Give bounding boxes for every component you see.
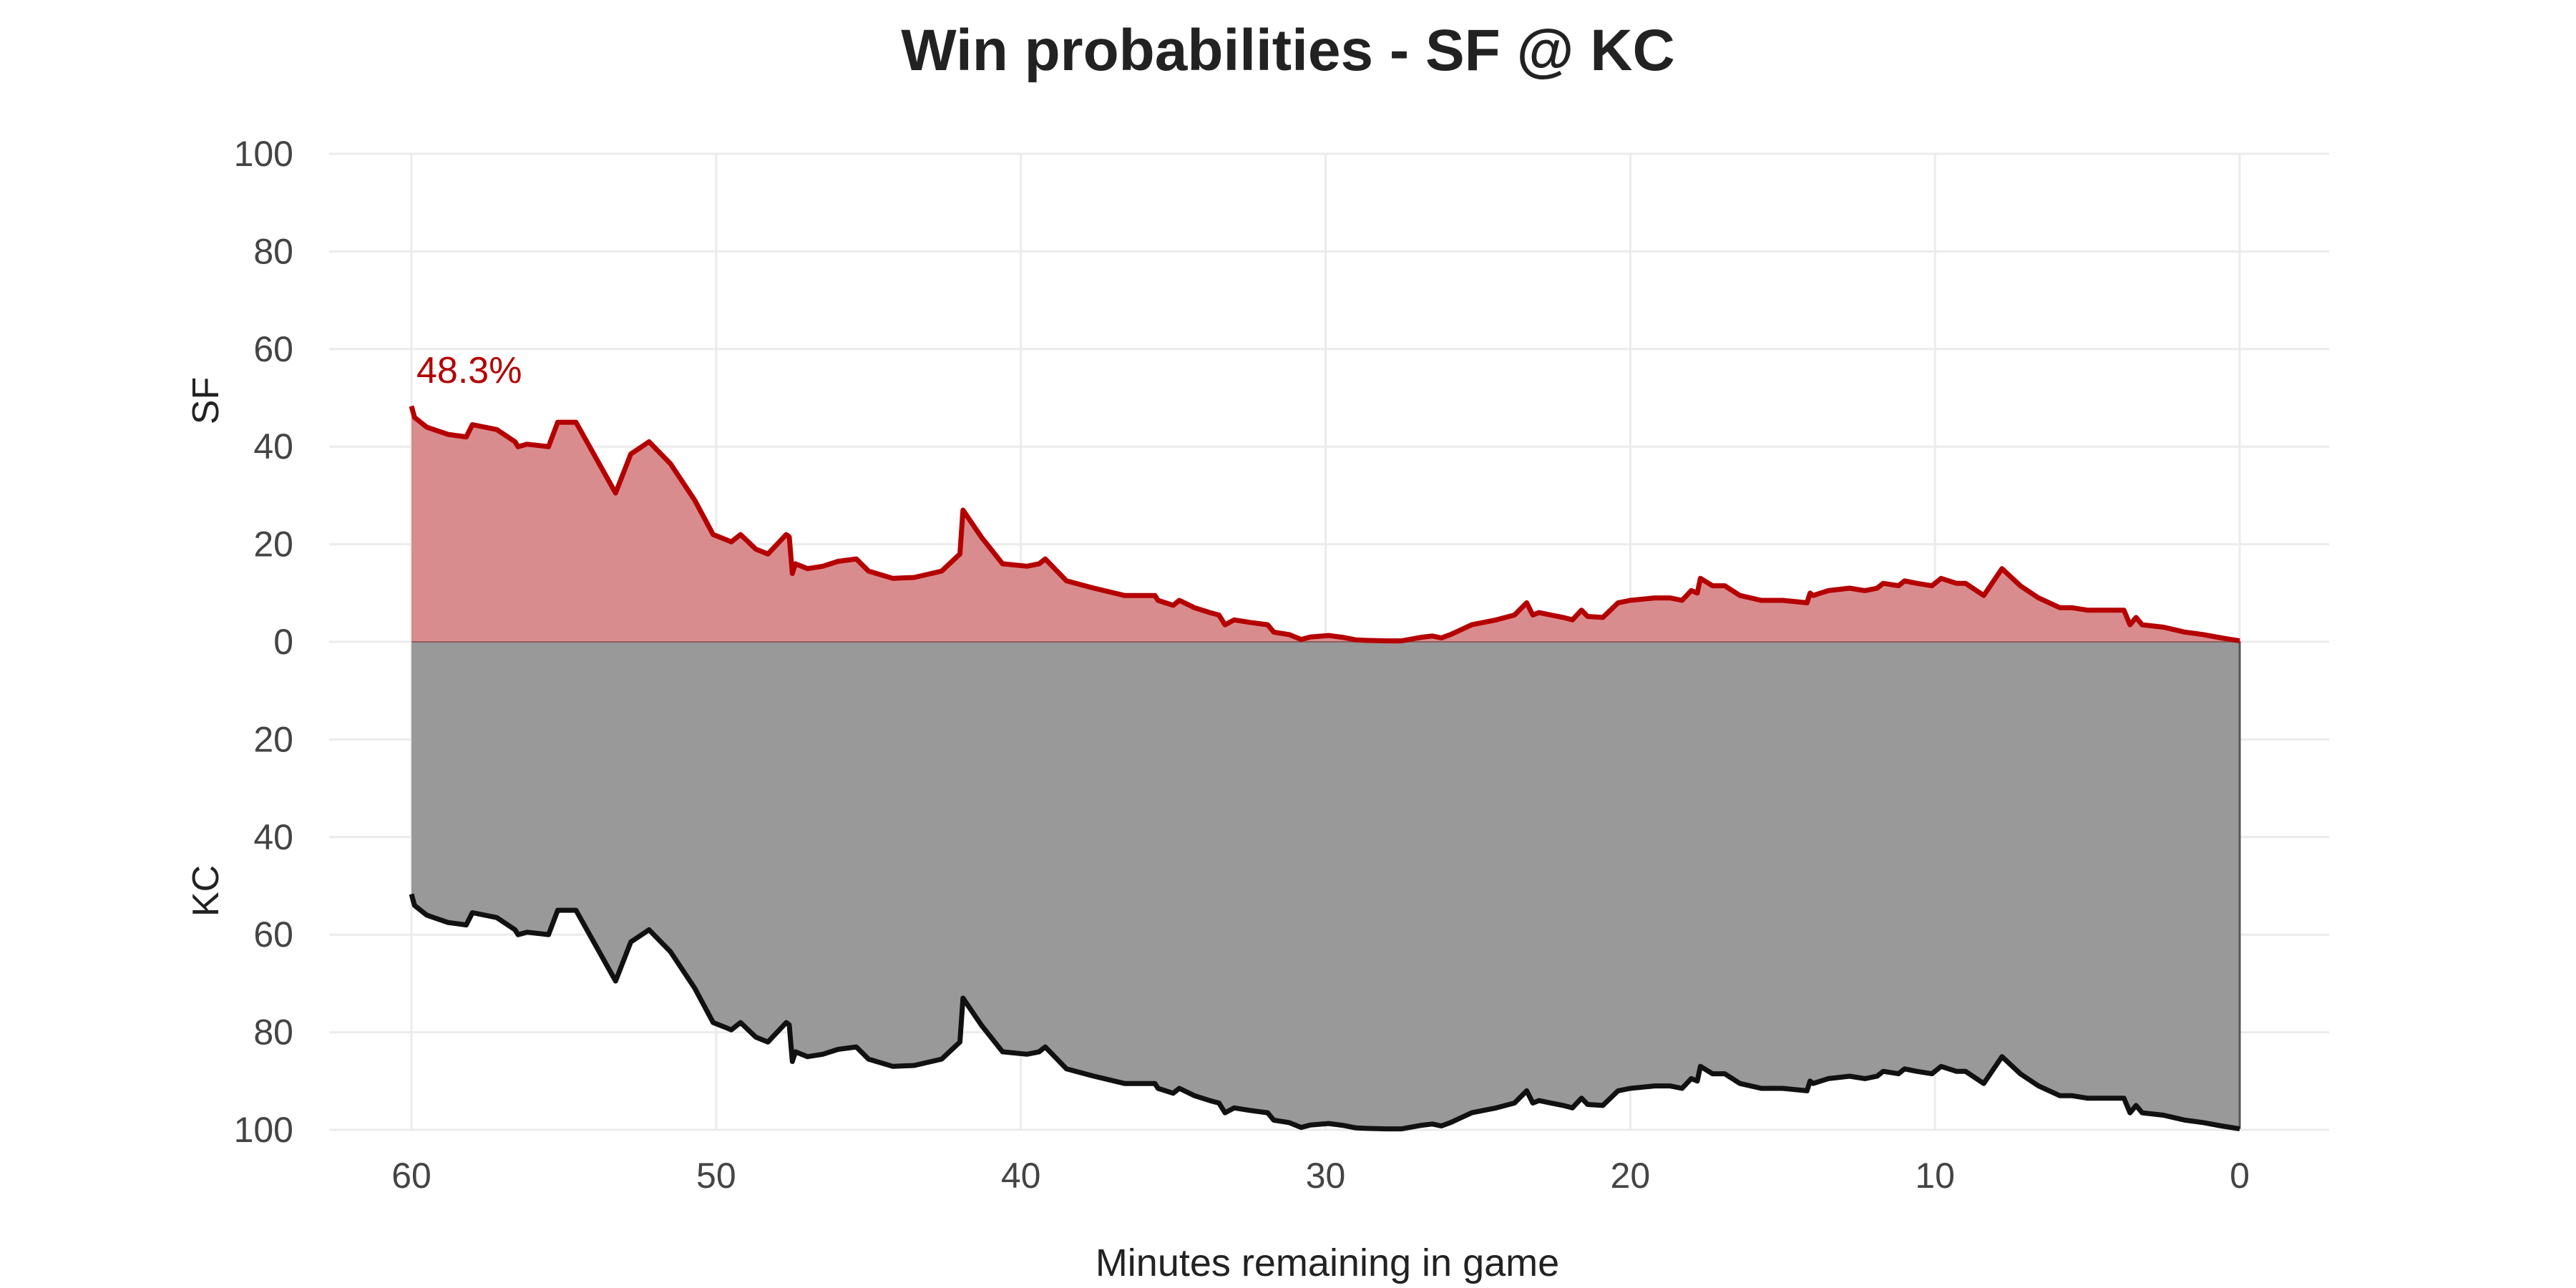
chart-title: Win probabilities - SF @ KC [901,18,1674,83]
x-tick-label: 10 [1915,1156,1955,1196]
kc-area [411,642,2240,1129]
y-tick-label: 60 [253,329,293,369]
sf-line [409,405,2240,644]
kc-line [409,893,2240,1132]
y-tick-label: 100 [234,1110,293,1150]
series-lines [409,405,2240,1132]
y-tick-label: 80 [253,1013,293,1053]
y-axis-label-sf: SF [185,377,227,424]
y-tick-label: 20 [253,719,293,759]
plot-area [411,406,2241,1129]
y-tick-label: 60 [253,914,293,955]
y-axis-label-kc: KC [185,865,227,917]
y-tick-label: 0 [273,622,293,662]
x-tick-label: 60 [391,1156,431,1196]
y-tick-label: 40 [253,426,293,467]
x-tick-label: 0 [2230,1156,2250,1196]
x-axis-label: Minutes remaining in game [1096,1241,1559,1284]
y-tick-label: 80 [253,231,293,271]
x-tick-label: 30 [1306,1156,1346,1196]
y-tick-label: 40 [253,817,293,857]
sf-area [411,406,2240,642]
start-probability-annotation: 48.3% [416,350,522,391]
x-tick-label: 20 [1611,1156,1651,1196]
y-tick-label: 100 [234,134,293,174]
x-tick-label: 40 [1001,1156,1041,1196]
y-tick-label: 20 [253,525,293,565]
x-tick-label: 50 [696,1156,736,1196]
